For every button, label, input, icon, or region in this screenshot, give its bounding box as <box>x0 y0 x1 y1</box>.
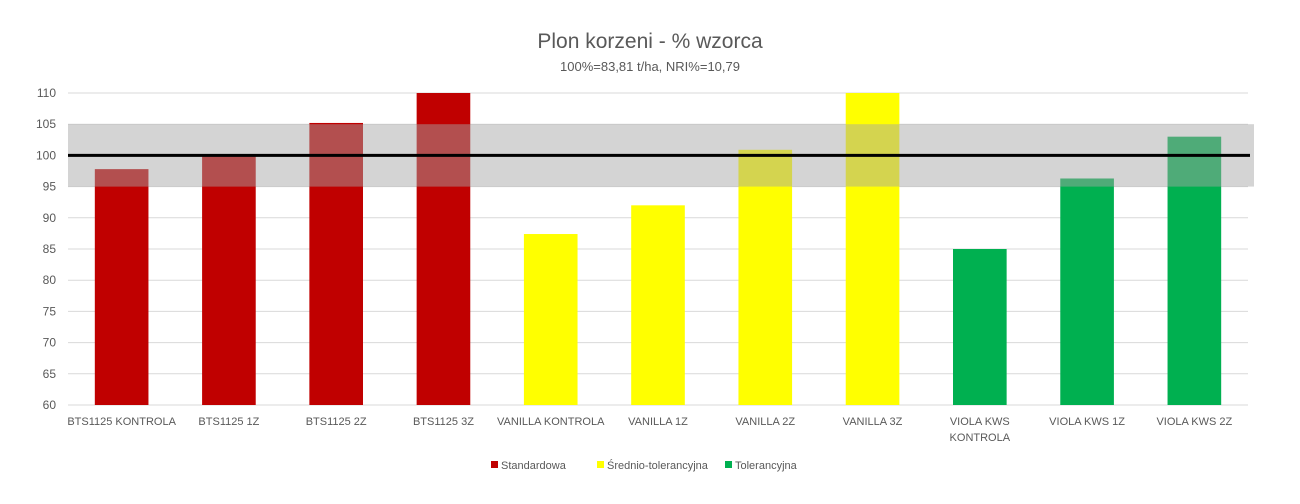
x-category-label: VIOLA KWS 2Z <box>1156 416 1232 428</box>
chart-subtitle: 100%=83,81 t/ha, NRI%=10,79 <box>560 59 740 74</box>
gridlines <box>68 92 1248 406</box>
chart-title: Plon korzeni - % wzorca <box>537 30 763 53</box>
y-tick-label: 90 <box>43 211 57 225</box>
y-tick-label: 105 <box>36 117 56 131</box>
legend-swatch <box>597 461 604 468</box>
x-category-label: VIOLA KWS 1Z <box>1049 416 1125 428</box>
legend-label: Tolerancyjna <box>735 460 798 472</box>
bar <box>738 149 793 405</box>
bar <box>416 93 471 405</box>
bar <box>523 234 578 405</box>
legend-label: Standardowa <box>501 460 567 472</box>
y-tick-label: 110 <box>37 86 56 100</box>
y-tick-label: 85 <box>43 242 57 256</box>
x-category-label: VIOLA KWS <box>950 416 1010 428</box>
bar <box>845 93 900 405</box>
bar <box>631 205 685 405</box>
x-category-label: BTS1125 2Z <box>306 416 367 428</box>
y-tick-label: 95 <box>43 180 57 194</box>
bar <box>309 122 363 406</box>
bars <box>94 93 1222 406</box>
y-tick-label: 80 <box>43 273 57 287</box>
legend-swatch <box>725 461 732 468</box>
y-tick-label: 70 <box>43 336 57 350</box>
y-tick-label: 60 <box>43 398 57 412</box>
x-category-label: VANILLA KONTROLA <box>497 416 605 428</box>
legend-label: Średnio-tolerancyjna <box>607 459 709 472</box>
x-category-label: BTS1125 3Z <box>413 416 474 428</box>
x-category-label: KONTROLA <box>950 432 1011 444</box>
x-category-label: BTS1125 1Z <box>198 416 259 428</box>
y-tick-label: 75 <box>43 304 57 318</box>
legend: Standardowa Średnio-tolerancyjna Tolerancy… <box>491 459 798 472</box>
bar <box>202 155 256 405</box>
y-tick-label: 65 <box>43 367 57 381</box>
x-category-label: BTS1125 KONTROLA <box>67 416 176 428</box>
x-category-label: VANILLA 1Z <box>628 416 688 428</box>
x-axis: BTS1125 KONTROLA BTS1125 1Z BTS1125 2Z BTS1… <box>67 416 1232 444</box>
bar <box>1167 136 1222 405</box>
y-axis: 60 65 70 75 80 85 90 95 100 105 110 <box>36 86 56 412</box>
bar <box>1060 178 1114 405</box>
bar <box>94 169 149 405</box>
x-category-label: VANILLA 3Z <box>843 416 903 428</box>
y-tick-label: 100 <box>36 148 56 162</box>
x-category-label: VANILLA 2Z <box>735 416 795 428</box>
bar <box>953 249 1007 405</box>
legend-swatch <box>491 461 498 468</box>
